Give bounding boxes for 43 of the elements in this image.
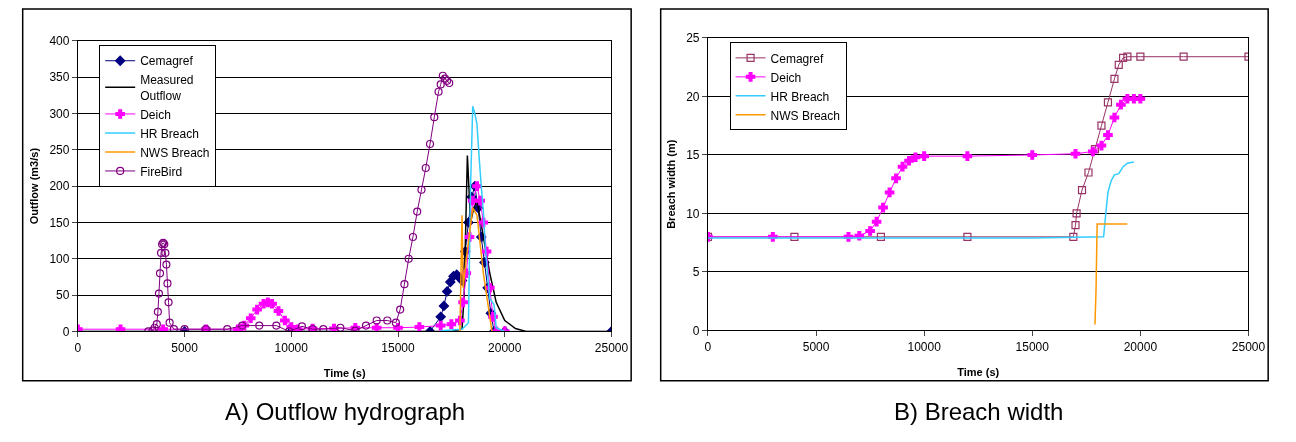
x-tick-label: 10000 [907,339,942,354]
y-tick-label: 20 [686,89,700,104]
y-tick-label: 0 [692,323,700,338]
legend-label: NWS Breach [770,108,840,123]
x-tick-label: 5000 [171,340,199,355]
text: B) Breach width [894,398,1064,425]
legend-label: HR Breach [770,89,830,104]
y-tick-label: 0 [62,324,70,339]
x-tick-label: 25000 [1231,339,1266,354]
legend-label: Cemagref [140,54,194,69]
x-tick-label: 20000 [1123,339,1158,354]
x-tick-label: 0 [704,339,712,354]
y-tick-label: 350 [49,70,70,85]
legend-label: HR Breach [140,126,199,141]
legend-label: Measured Outflow [140,73,194,103]
y-tick-label: 200 [49,179,70,194]
y-axis-title: Outflow (m3/s) [28,147,41,225]
x-axis-title: Time (s) [323,366,366,379]
y-tick-label: 400 [49,34,70,49]
y-tick-label: 5 [692,265,700,280]
y-tick-label: 10 [686,206,700,221]
y-tick-label: 25 [686,31,700,46]
x-tick-label: 15000 [381,340,416,355]
y-tick-label: 250 [49,143,70,158]
y-tick-label: 300 [49,106,70,121]
x-tick-label: 15000 [1015,339,1050,354]
x-tick-label: 5000 [802,339,830,354]
legend-label: Cemagref [770,51,824,66]
text: A) Outflow hydrograph [225,398,466,425]
x-tick-label: 0 [74,340,82,355]
y-tick-label: 150 [49,215,70,230]
y-tick-label: 15 [686,148,700,163]
y-axis-title: Breach width (m) [664,139,677,229]
x-tick-label: 25000 [594,340,629,355]
legend-label: Deich [770,70,802,85]
legend-label: Deich [140,107,171,122]
y-tick-label: 100 [49,251,70,266]
x-axis-title: Time (s) [957,366,1000,379]
legend-label: FireBird [140,164,183,179]
x-tick-label: 10000 [274,340,309,355]
x-tick-label: 20000 [488,340,522,355]
legend-label: NWS Breach [140,145,210,160]
y-tick-label: 50 [56,288,70,303]
